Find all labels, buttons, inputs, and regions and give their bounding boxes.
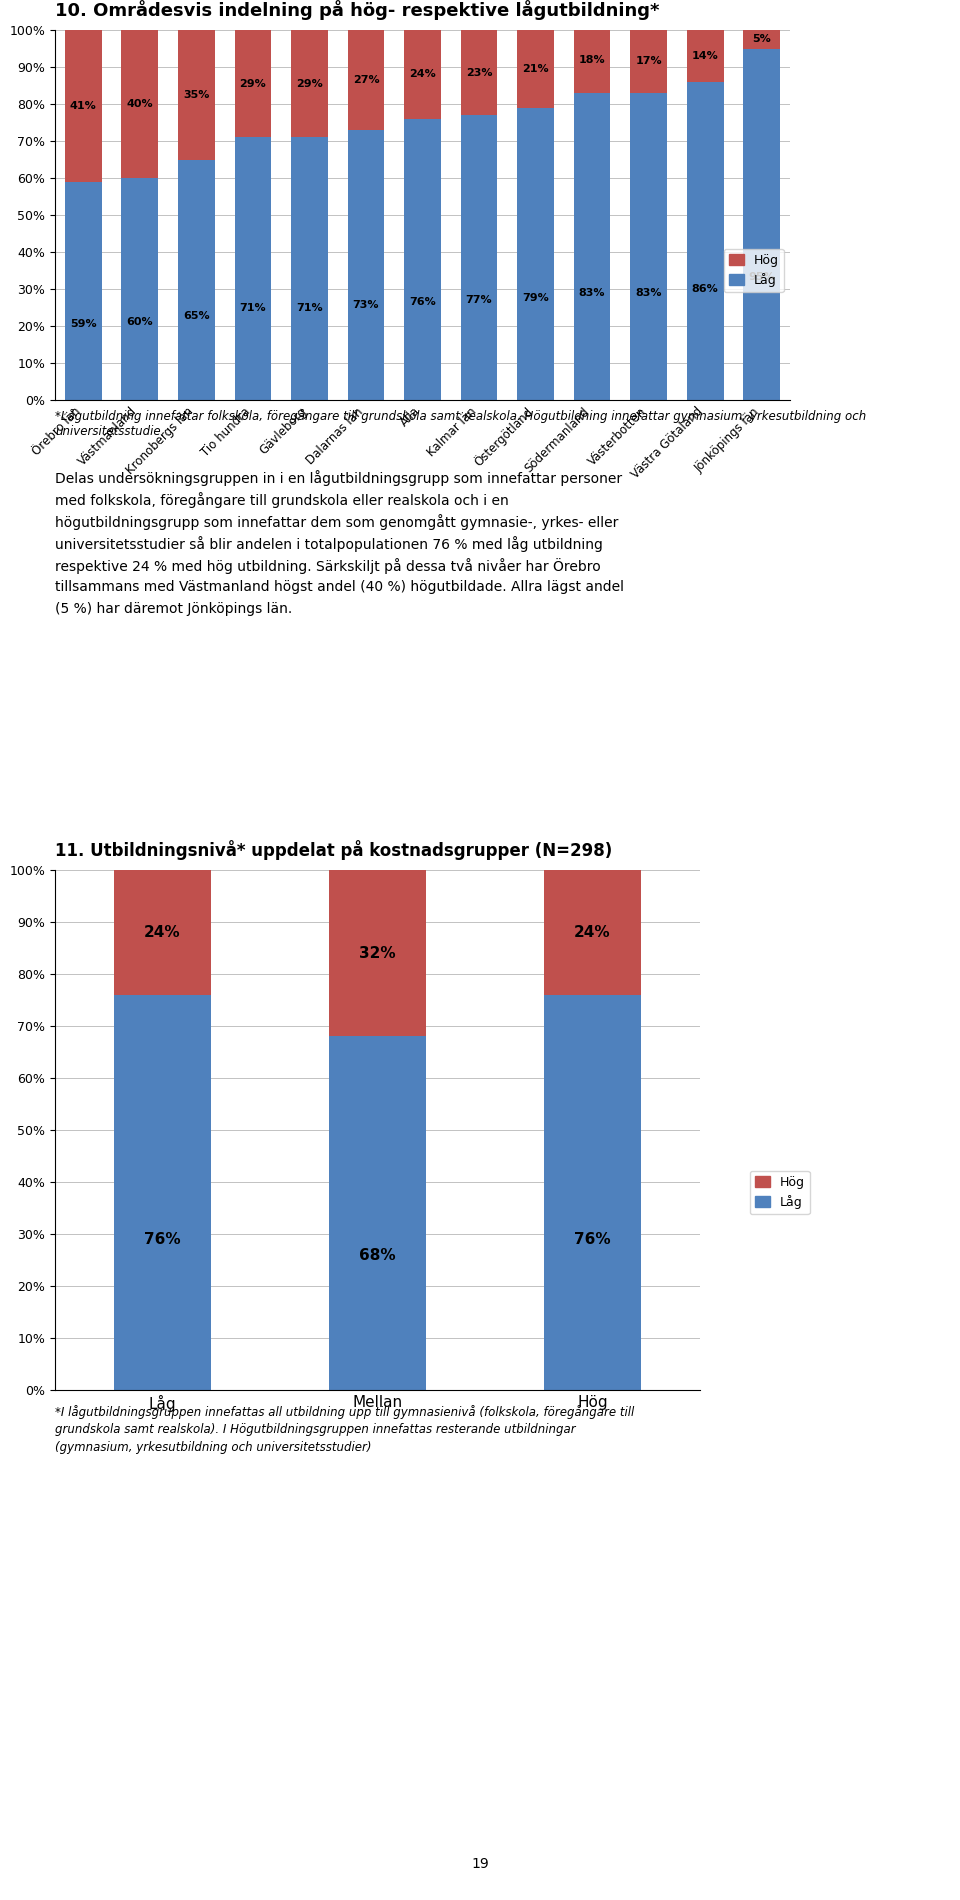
Text: 24%: 24%	[409, 70, 436, 80]
Text: 86%: 86%	[692, 283, 719, 294]
Text: 24%: 24%	[144, 925, 180, 940]
Bar	[574, 27, 611, 93]
Text: 10. Områdesvis indelning på hög- respektive lågutbildning*: 10. Områdesvis indelning på hög- respekt…	[55, 0, 660, 21]
Bar	[461, 30, 497, 116]
Bar	[544, 870, 641, 996]
Text: 79%: 79%	[522, 293, 549, 302]
Bar	[114, 870, 211, 996]
Text: Delas undersökningsgruppen in i en lågutbildningsgrupp som innefattar personer: Delas undersökningsgruppen in i en lågut…	[55, 469, 622, 486]
Text: 40%: 40%	[127, 99, 154, 108]
Text: 60%: 60%	[127, 317, 154, 327]
Bar	[234, 30, 272, 137]
Text: *Lågutbildning innefattar folkskola, föregångare till grundskola samt realskola.: *Lågutbildning innefattar folkskola, för…	[55, 410, 866, 439]
Bar	[329, 1036, 426, 1391]
Text: 21%: 21%	[522, 65, 549, 74]
Text: 65%: 65%	[183, 312, 209, 321]
Text: 29%: 29%	[239, 78, 266, 89]
Bar	[404, 30, 441, 120]
Text: 18%: 18%	[579, 55, 606, 65]
Bar	[517, 108, 554, 401]
Text: 76%: 76%	[144, 1233, 180, 1246]
Text: grundskola samt realskola). I Högutbildningsgruppen innefattas resterande utbild: grundskola samt realskola). I Högutbildn…	[55, 1423, 576, 1436]
Text: högutbildningsgrupp som innefattar dem som genomgått gymnasie-, yrkes- eller: högutbildningsgrupp som innefattar dem s…	[55, 515, 618, 530]
Text: (5 %) har däremot Jönköpings län.: (5 %) har däremot Jönköpings län.	[55, 602, 292, 616]
Text: 35%: 35%	[183, 89, 209, 99]
Text: 32%: 32%	[359, 946, 396, 961]
Bar	[686, 30, 724, 82]
Legend: Hög, Låg: Hög, Låg	[750, 1170, 810, 1214]
Text: 27%: 27%	[352, 74, 379, 85]
Text: 71%: 71%	[296, 304, 323, 314]
Text: 76%: 76%	[409, 296, 436, 306]
Bar	[404, 120, 441, 401]
Bar	[631, 30, 667, 93]
Text: 95%: 95%	[749, 272, 775, 281]
Text: 14%: 14%	[692, 51, 719, 61]
Text: (gymnasium, yrkesutbildning och universitetsstudier): (gymnasium, yrkesutbildning och universi…	[55, 1440, 372, 1454]
Bar	[178, 30, 215, 160]
Text: *I lågutbildningsgruppen innefattas all utbildning upp till gymnasienivå (folksk: *I lågutbildningsgruppen innefattas all …	[55, 1404, 635, 1419]
Text: 73%: 73%	[352, 300, 379, 310]
Text: 29%: 29%	[296, 78, 323, 89]
Bar	[178, 160, 215, 401]
Text: 11. Utbildningsnivå* uppdelat på kostnadsgrupper (N=298): 11. Utbildningsnivå* uppdelat på kostnad…	[55, 840, 612, 861]
Bar	[348, 129, 384, 401]
Bar	[461, 116, 497, 401]
Bar	[743, 49, 780, 401]
Text: universitetsstudier så blir andelen i totalpopulationen 76 % med låg utbildning: universitetsstudier så blir andelen i to…	[55, 536, 603, 553]
Text: respektive 24 % med hög utbildning. Särkskiljt på dessa två nivåer har Örebro: respektive 24 % med hög utbildning. Särk…	[55, 559, 601, 574]
Text: 23%: 23%	[466, 68, 492, 78]
Bar	[329, 870, 426, 1036]
Bar	[517, 30, 554, 108]
Bar	[574, 93, 611, 401]
Bar	[114, 996, 211, 1391]
Bar	[743, 30, 780, 49]
Bar	[121, 179, 158, 401]
Text: 76%: 76%	[574, 1233, 611, 1246]
Text: med folkskola, föregångare till grundskola eller realskola och i en: med folkskola, föregångare till grundsko…	[55, 492, 509, 507]
Text: 24%: 24%	[574, 925, 611, 940]
Text: 77%: 77%	[466, 294, 492, 306]
Text: tillsammans med Västmanland högst andel (40 %) högutbildade. Allra lägst andel: tillsammans med Västmanland högst andel …	[55, 580, 624, 595]
Bar	[65, 30, 102, 182]
Text: 5%: 5%	[753, 34, 771, 44]
Text: 83%: 83%	[579, 287, 606, 298]
Text: 17%: 17%	[636, 57, 662, 67]
Text: 41%: 41%	[70, 101, 97, 110]
Legend: Hög, Låg: Hög, Låg	[724, 249, 783, 293]
Text: 68%: 68%	[359, 1248, 396, 1264]
Text: 19: 19	[471, 1858, 489, 1872]
Bar	[65, 182, 102, 401]
Bar	[291, 30, 327, 137]
Text: 71%: 71%	[240, 304, 266, 314]
Text: 59%: 59%	[70, 319, 97, 329]
Bar	[631, 93, 667, 401]
Bar	[686, 82, 724, 401]
Bar	[348, 30, 384, 129]
Text: 83%: 83%	[636, 287, 661, 298]
Bar	[544, 996, 641, 1391]
Bar	[234, 137, 272, 401]
Bar	[291, 137, 327, 401]
Bar	[121, 30, 158, 179]
